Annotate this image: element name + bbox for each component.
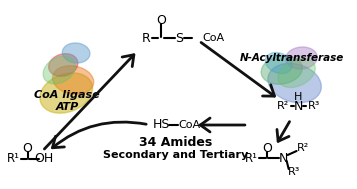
Text: N: N bbox=[294, 99, 303, 112]
Ellipse shape bbox=[62, 43, 90, 63]
Text: R: R bbox=[142, 32, 151, 44]
Text: Secondary and Tertiary: Secondary and Tertiary bbox=[103, 150, 248, 160]
Text: R³: R³ bbox=[308, 101, 321, 111]
Text: O: O bbox=[156, 13, 166, 26]
Text: R³: R³ bbox=[287, 167, 300, 177]
Ellipse shape bbox=[278, 59, 315, 88]
Text: 34 Amides: 34 Amides bbox=[139, 136, 212, 149]
Text: CoA ligase: CoA ligase bbox=[34, 90, 100, 100]
Text: R¹: R¹ bbox=[7, 153, 20, 166]
Ellipse shape bbox=[265, 53, 292, 74]
Text: H: H bbox=[295, 92, 303, 102]
Text: N: N bbox=[279, 152, 288, 164]
Text: R²: R² bbox=[277, 101, 289, 111]
Ellipse shape bbox=[49, 54, 78, 76]
FancyArrowPatch shape bbox=[277, 122, 290, 141]
Text: O: O bbox=[262, 142, 272, 154]
Ellipse shape bbox=[52, 66, 94, 94]
Text: HS: HS bbox=[152, 119, 170, 132]
FancyArrowPatch shape bbox=[201, 43, 275, 96]
Text: R¹: R¹ bbox=[245, 152, 258, 164]
Ellipse shape bbox=[286, 47, 317, 69]
Text: ATP: ATP bbox=[56, 102, 79, 112]
Text: S: S bbox=[175, 32, 183, 44]
FancyArrowPatch shape bbox=[200, 118, 245, 132]
Text: R²: R² bbox=[296, 143, 309, 153]
Text: OH: OH bbox=[34, 153, 53, 166]
Ellipse shape bbox=[268, 63, 321, 103]
Ellipse shape bbox=[261, 56, 302, 84]
Ellipse shape bbox=[43, 56, 76, 84]
Text: CoA: CoA bbox=[203, 33, 225, 43]
FancyArrowPatch shape bbox=[44, 55, 134, 149]
FancyArrowPatch shape bbox=[52, 122, 146, 148]
Ellipse shape bbox=[40, 73, 92, 113]
Text: O: O bbox=[23, 142, 32, 154]
Text: CoA: CoA bbox=[179, 120, 201, 130]
Text: N-Acyltransferase: N-Acyltransferase bbox=[240, 53, 344, 63]
